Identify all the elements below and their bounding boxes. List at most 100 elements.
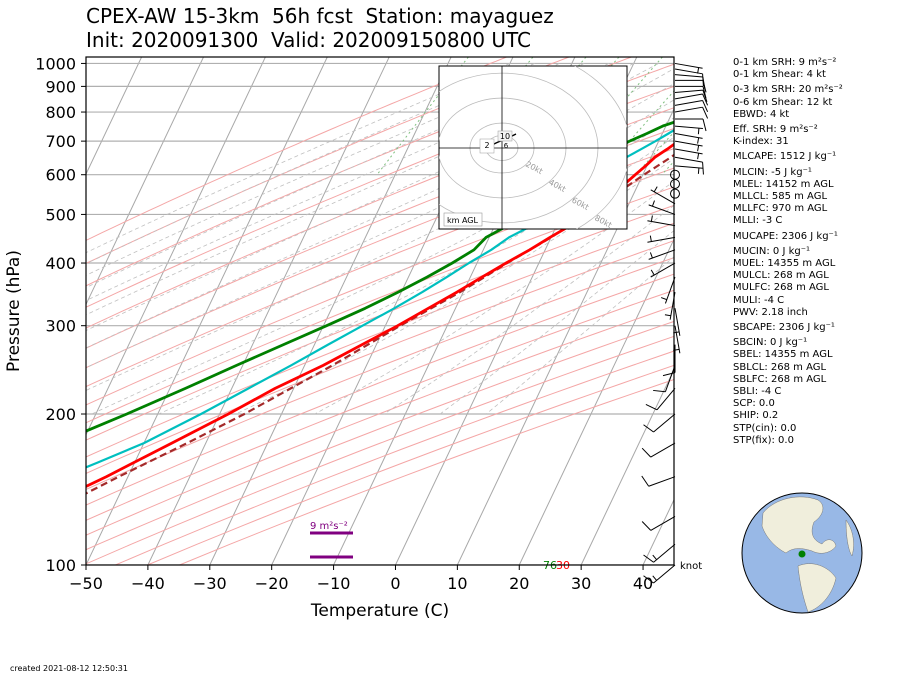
wind-barb-shaft <box>674 106 703 113</box>
wind-barb-shaft <box>674 99 703 106</box>
index-row: MLLI: -3 C <box>733 215 783 227</box>
isotherm-line <box>209 57 452 565</box>
globe-land-north-america <box>761 496 837 554</box>
index-row: MUCIN: 0 J kg⁻¹ <box>733 245 811 257</box>
index-row: MLLCL: 585 m AGL <box>733 191 828 203</box>
wind-barb-shaft <box>674 74 703 78</box>
wind-barb-shaft <box>674 308 681 336</box>
x-tick-label: 10 <box>447 574 467 593</box>
hodograph-legend-box <box>443 212 483 227</box>
wind-barb-shaft <box>648 204 676 215</box>
dry-adiabat <box>86 257 674 490</box>
wind-barb-shaft <box>653 564 676 584</box>
wind-barb-half-flag <box>660 297 667 301</box>
isotherm-line <box>147 57 390 565</box>
wind-barb-shaft <box>674 125 703 130</box>
wind-barb-flag <box>702 80 707 93</box>
index-row: SBCIN: 0 J kg⁻¹ <box>733 337 808 349</box>
wind-barb-shaft <box>674 68 703 75</box>
index-row: 0-1 km SRH: 9 m²s⁻² <box>733 57 837 68</box>
index-row: MLCIN: -5 J kg⁻¹ <box>733 166 812 178</box>
wind-barb-shaft <box>674 156 703 163</box>
wind-barb-half-flag <box>697 167 700 174</box>
hodograph-frame <box>438 65 628 230</box>
wind-barb-flag <box>641 475 650 487</box>
x-tick-label: −40 <box>131 574 165 593</box>
index-row: STP(fix): 0.0 <box>733 434 794 446</box>
y-tick-label: 500 <box>45 205 76 224</box>
wind-barb-half-flag <box>697 137 700 144</box>
x-tick-label: 40 <box>633 574 653 593</box>
y-tick-label: 800 <box>45 103 76 122</box>
x-tick-label: −30 <box>193 574 227 593</box>
sounding-indices-panel: 0-1 km SRH: 9 m²s⁻² 0-1 km Shear: 4 kt 0-3… <box>733 57 843 447</box>
wind-barb-shaft <box>650 515 676 531</box>
y-tick-label: 1000 <box>35 54 76 73</box>
dry-adiabat <box>86 85 674 329</box>
wind-barb-shaft <box>653 543 676 563</box>
wind-barb-shaft <box>674 325 681 354</box>
dry-adiabat <box>86 57 507 241</box>
index-row: MUEL: 14355 m AGL <box>733 258 836 270</box>
srh-annotation: 9 m²s⁻² <box>310 521 348 532</box>
index-row: SCP: 0.0 <box>733 398 775 410</box>
wind-barb-shaft <box>664 276 676 304</box>
calm-wind-circle <box>670 188 680 199</box>
wind-barb-shaft <box>648 476 676 487</box>
index-row: EBWD: 4 kt <box>733 108 790 120</box>
x-tick-label: −20 <box>255 574 289 593</box>
dry-adiabat <box>86 186 674 424</box>
y-tick-label: 100 <box>45 556 76 575</box>
wind-barb-flag <box>702 106 709 119</box>
x-tick-label: 0 <box>390 574 400 593</box>
isotherm-line <box>518 238 674 565</box>
chart-title-line2: Init: 2020091300 Valid: 202009150800 UTC <box>86 28 532 52</box>
x-axis-label: Temperature (C) <box>310 601 449 621</box>
wind-barb-half-flag <box>673 348 680 351</box>
index-row: SBLI: -4 C <box>733 386 782 398</box>
plot-area <box>86 57 674 565</box>
x-tick-label: −10 <box>317 574 351 593</box>
wind-barb-shaft <box>647 236 676 243</box>
wind-units-label: knot <box>680 561 702 572</box>
dry-adiabat <box>86 240 674 474</box>
y-axis-label: Pressure (hPa) <box>4 250 24 372</box>
index-row: MULI: -4 C <box>733 294 785 306</box>
wind-barb-flag <box>702 100 709 112</box>
index-row: MLCAPE: 1512 J kg⁻¹ <box>733 151 837 163</box>
hodograph-ring-label: 10 <box>500 132 510 141</box>
moist-adiabat <box>86 63 511 254</box>
y-tick-label: 300 <box>45 317 76 336</box>
index-row: MULCL: 268 m AGL <box>733 270 829 282</box>
dry-adiabat <box>86 335 674 565</box>
wind-barb-half-flag <box>650 269 655 276</box>
plot-frame <box>85 56 675 566</box>
wind-barb-half-flag <box>649 235 652 242</box>
index-row: STP(cin): 0.0 <box>733 422 797 434</box>
wind-barb-shaft <box>650 442 676 458</box>
dry-adiabat <box>86 289 674 521</box>
moist-adiabat <box>314 180 674 415</box>
wind-barb-half-flag <box>653 186 658 193</box>
dry-adiabat <box>86 222 674 458</box>
locator-globe <box>741 492 863 614</box>
wind-barb-shaft <box>650 189 676 205</box>
dry-adiabat <box>86 305 674 536</box>
index-row: 0-1 km Shear: 4 kt <box>733 69 826 81</box>
hodograph-height-label: 2 <box>484 141 489 150</box>
moist-adiabat <box>485 256 674 415</box>
wind-barb-shaft <box>674 89 703 94</box>
mixing-ratio-line <box>559 57 663 176</box>
calm-wind-circle <box>670 178 680 189</box>
index-row: SBEL: 14355 m AGL <box>733 349 833 361</box>
wind-barb-half-flag <box>664 314 671 317</box>
wind-barb-shaft <box>647 220 676 227</box>
wind-barb-half-flag <box>650 215 653 222</box>
wind-barb-shaft <box>674 132 703 139</box>
chart-title-line1: CPEX-AW 15-3km 56h fcst Station: mayague… <box>86 4 554 28</box>
x-tick-label: 20 <box>509 574 529 593</box>
index-row: SBLFC: 268 m AGL <box>733 373 827 385</box>
wind-barb-half-flag <box>652 575 657 581</box>
y-tick-label: 700 <box>45 132 76 151</box>
y-tick-label: 600 <box>45 166 76 185</box>
